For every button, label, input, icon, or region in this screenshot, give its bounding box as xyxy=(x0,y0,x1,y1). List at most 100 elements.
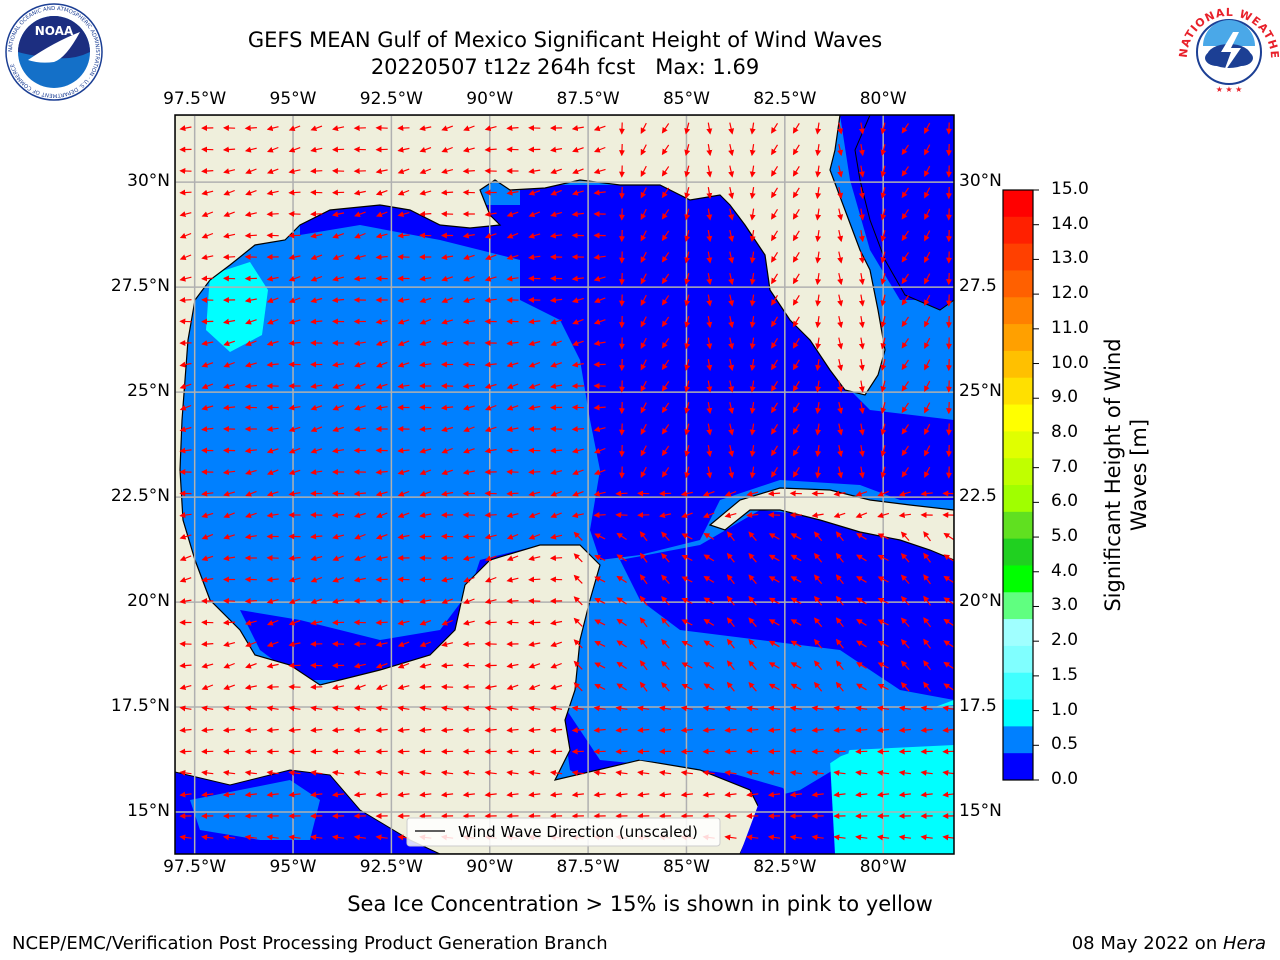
wave-arrow xyxy=(771,337,779,349)
wave-arrow xyxy=(748,638,757,649)
wave-arrow xyxy=(223,555,236,562)
wave-arrow xyxy=(706,144,713,157)
wave-arrow xyxy=(245,318,257,325)
wave-arrow xyxy=(332,383,344,390)
wave-arrow xyxy=(506,769,519,776)
wave-arrow xyxy=(661,531,670,542)
wave-arrow xyxy=(771,208,779,220)
wave-arrow xyxy=(726,552,735,563)
wave-arrow xyxy=(528,791,541,798)
wave-arrow xyxy=(728,358,735,372)
wave-arrow xyxy=(943,575,954,584)
wave-arrow xyxy=(771,165,779,177)
wave-arrow xyxy=(331,297,345,304)
wave-arrow xyxy=(661,187,670,199)
wave-arrow xyxy=(746,791,759,798)
wave-arrow xyxy=(767,769,781,776)
wave-arrow xyxy=(375,340,388,347)
wave-arrow xyxy=(528,490,541,497)
wave-arrow xyxy=(332,254,344,261)
wave-arrow xyxy=(684,165,691,178)
wave-arrow xyxy=(767,727,781,734)
wave-arrow xyxy=(397,684,410,691)
lon-label-top-0: 97.5°W xyxy=(163,89,227,109)
wave-arrow xyxy=(639,660,648,671)
wave-arrow xyxy=(572,469,584,476)
wave-arrow xyxy=(855,512,868,519)
wave-arrow xyxy=(244,383,257,390)
wave-arrow xyxy=(462,469,475,476)
wave-arrow xyxy=(726,574,735,585)
colorbar-tick-label-3: 12.0 xyxy=(1051,283,1089,304)
wave-arrow xyxy=(223,318,236,325)
wave-arrow xyxy=(201,769,214,776)
wave-arrow xyxy=(792,337,800,349)
wave-arrow xyxy=(288,641,301,648)
wave-arrow xyxy=(310,383,323,390)
wave-arrow xyxy=(375,705,388,712)
wave-arrow xyxy=(835,660,844,671)
wave-arrow xyxy=(550,619,563,626)
wave-arrow xyxy=(397,297,410,304)
wave-arrow xyxy=(661,381,670,392)
wave-arrow xyxy=(706,380,713,393)
colorbar-segment-18 xyxy=(1003,672,1033,701)
wave-arrow xyxy=(855,769,868,776)
wave-arrow xyxy=(943,640,954,648)
wave-arrow xyxy=(528,211,541,218)
wave-arrow xyxy=(266,576,279,583)
colorbar-tick-label-1: 14.0 xyxy=(1051,213,1089,234)
wave-arrow xyxy=(858,273,865,286)
wave-arrow xyxy=(746,769,759,776)
wave-arrow xyxy=(789,769,802,776)
wave-arrow xyxy=(792,230,800,242)
wave-arrow xyxy=(201,340,214,347)
wave-arrow xyxy=(506,426,519,433)
lat-label-left-2: 25°N xyxy=(127,381,170,402)
wave-arrow xyxy=(288,490,301,497)
wave-arrow xyxy=(419,769,432,776)
wave-arrow xyxy=(790,683,802,691)
wave-arrow xyxy=(244,447,257,454)
wave-arrow xyxy=(768,662,780,669)
wave-arrow xyxy=(880,122,887,135)
wave-arrow xyxy=(245,512,257,519)
wave-arrow xyxy=(419,490,432,497)
wave-arrow xyxy=(813,531,823,542)
wave-arrow xyxy=(354,383,366,390)
wave-arrow xyxy=(924,423,931,435)
wave-arrow xyxy=(726,638,735,649)
wave-arrow xyxy=(658,791,672,798)
wave-arrow xyxy=(726,531,735,542)
lon-label-bottom-0: 97.5°W xyxy=(163,857,227,877)
wave-arrow xyxy=(484,447,497,454)
wave-arrow xyxy=(463,598,475,605)
wave-arrow xyxy=(223,383,236,390)
wave-arrow xyxy=(920,705,933,712)
wave-arrow xyxy=(811,769,824,776)
wave-arrow xyxy=(706,251,713,264)
wave-arrow xyxy=(419,469,432,476)
wave-arrow xyxy=(681,576,693,583)
wave-arrow xyxy=(833,834,846,841)
wave-arrow xyxy=(924,316,931,328)
wave-arrow xyxy=(550,490,562,497)
wave-arrow xyxy=(703,597,715,605)
wave-arrow xyxy=(353,705,366,712)
wave-arrow xyxy=(462,555,475,562)
wave-arrow xyxy=(331,727,345,734)
wave-arrow xyxy=(201,490,214,497)
wave-arrow xyxy=(571,125,584,132)
colorbar-segment-4 xyxy=(1003,297,1033,325)
wave-arrow xyxy=(728,423,735,436)
wave-arrow xyxy=(506,598,519,605)
wave-arrow xyxy=(179,189,192,196)
wave-arrow xyxy=(880,294,887,307)
wave-arrow xyxy=(179,533,192,540)
wave-arrow xyxy=(506,512,519,519)
wave-arrow xyxy=(684,359,691,371)
colorbar-tick-label-12: 3.0 xyxy=(1051,595,1079,616)
wave-arrow xyxy=(201,168,214,175)
wave-arrow xyxy=(792,359,800,371)
wave-arrow xyxy=(858,466,865,479)
